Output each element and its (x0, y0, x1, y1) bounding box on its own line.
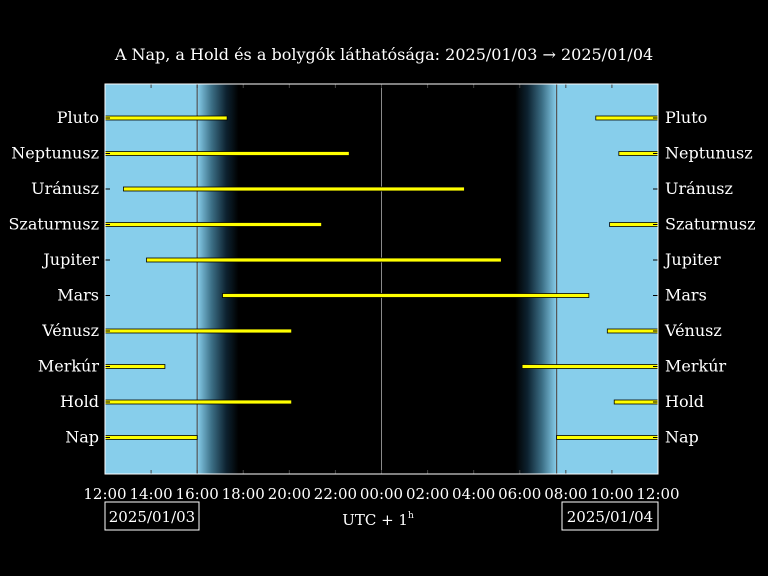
body-label-right: Neptunusz (665, 144, 753, 163)
body-label-left: Mars (57, 286, 99, 305)
day-region-right (556, 84, 658, 474)
visibility-bar (104, 435, 198, 440)
body-label-left: Vénusz (41, 321, 99, 340)
body-label-right: Nap (665, 428, 699, 447)
x-tick-label: 00:00 (360, 485, 403, 503)
visibility-bar (618, 151, 659, 156)
date-right-label: 2025/01/04 (567, 508, 653, 526)
body-label-right: Szaturnusz (665, 215, 756, 234)
x-tick-label: 16:00 (176, 485, 219, 503)
x-axis-label: UTC + 1h (342, 511, 414, 529)
day-region-left (105, 84, 198, 474)
visibility-bar (146, 257, 502, 263)
visibility-bar (104, 151, 350, 156)
body-label-left: Nap (65, 428, 99, 447)
x-tick-label: 02:00 (406, 485, 449, 503)
x-tick-label: 22:00 (314, 485, 357, 503)
date-left-label: 2025/01/03 (109, 508, 195, 526)
body-label-left: Neptunusz (11, 144, 99, 163)
body-labels-left: Pluto Neptunusz Uránusz Szaturnusz Jupiter Ma… (8, 108, 99, 447)
body-label-left: Szaturnusz (8, 215, 99, 234)
body-label-right: Mars (665, 286, 707, 305)
visibility-bar (104, 328, 293, 334)
visibility-bar (123, 186, 465, 192)
body-label-right: Merkúr (665, 357, 727, 376)
x-tick-label: 12:00 (636, 485, 679, 503)
x-tick-label: 10:00 (590, 485, 633, 503)
body-label-right: Hold (665, 392, 704, 411)
body-labels-right: Pluto Neptunusz Uránusz Szaturnusz Jupiter Ma… (663, 108, 756, 447)
dawn-twilight (515, 84, 557, 474)
visibility-bar (595, 115, 659, 121)
visibility-bar (606, 328, 659, 334)
x-axis-label-main: UTC + 1 (342, 511, 408, 529)
x-tick-labels: 12:00 14:00 16:00 18:00 20:00 22:00 00:00 02:00… (83, 485, 679, 503)
plot-frame (104, 83, 659, 475)
date-box-right: 2025/01/04 (561, 501, 659, 531)
date-box-left: 2025/01/03 (104, 501, 200, 531)
body-label-right: Pluto (665, 108, 707, 127)
x-tick-label: 12:00 (83, 485, 126, 503)
body-label-left: Pluto (57, 108, 99, 127)
visibility-bar (104, 399, 293, 405)
dusk-twilight (197, 84, 239, 474)
x-tick-label: 20:00 (268, 485, 311, 503)
visibility-bar (613, 399, 659, 405)
body-label-left: Merkúr (38, 357, 100, 376)
x-tick-label: 14:00 (129, 485, 172, 503)
body-label-left: Hold (60, 392, 99, 411)
plot-background (105, 84, 658, 474)
x-tick-label: 04:00 (452, 485, 495, 503)
visibility-bar (104, 115, 228, 121)
body-label-right: Jupiter (663, 250, 721, 269)
x-axis-label-sup: h (408, 511, 414, 521)
visibility-bar (222, 293, 590, 298)
body-label-left: Jupiter (41, 250, 99, 269)
visibility-bar (104, 222, 322, 227)
visibility-bar (521, 364, 659, 369)
chart-title: A Nap, a Hold és a bolygók láthatósága: … (114, 45, 653, 64)
visibility-bar (556, 435, 659, 440)
x-tick-label: 18:00 (222, 485, 265, 503)
visibility-bar (104, 364, 166, 369)
body-label-right: Vénusz (664, 321, 722, 340)
body-label-left: Uránusz (31, 179, 99, 198)
x-tick-label: 08:00 (544, 485, 587, 503)
x-tick-label: 06:00 (498, 485, 541, 503)
visibility-bar (609, 222, 659, 227)
body-label-right: Uránusz (665, 179, 733, 198)
